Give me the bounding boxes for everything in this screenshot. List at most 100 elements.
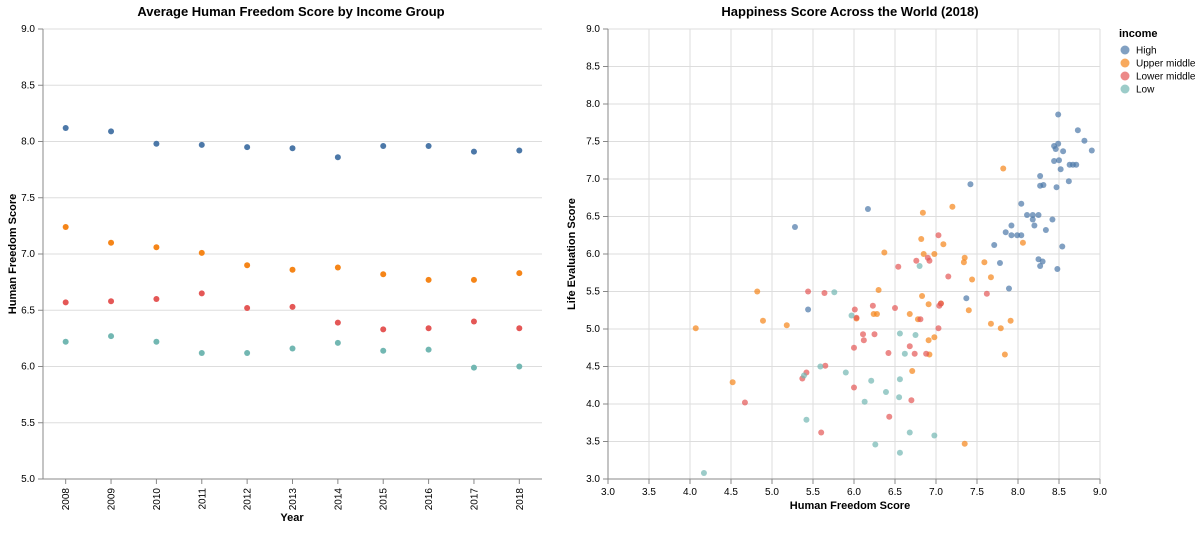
right-chart-title: Happiness Score Across the World (2018)	[721, 4, 978, 19]
right-point-lower-middle	[741, 399, 748, 406]
left-x-tick-label: 2008	[61, 488, 72, 511]
right-point-low	[916, 263, 923, 269]
left-point-lower-middle	[289, 303, 296, 310]
right-point-high	[1073, 161, 1080, 168]
right-point-upper-middle	[1007, 317, 1014, 324]
right-point-high	[1042, 227, 1049, 233]
left-x-tick-label: 2013	[288, 488, 299, 511]
right-x-tick-label: 7.5	[970, 487, 984, 498]
right-point-upper-middle	[873, 311, 880, 317]
right-point-low	[872, 441, 879, 448]
left-point-upper-middle	[244, 262, 251, 269]
right-point-low	[931, 432, 938, 439]
right-point-upper-middle	[692, 325, 699, 332]
right-point-high	[1031, 222, 1038, 229]
left-point-upper-middle	[198, 249, 205, 256]
left-point-low	[516, 363, 523, 370]
left-point-low	[244, 350, 251, 356]
right-point-low	[896, 330, 903, 337]
legend-swatch-low	[1120, 84, 1130, 94]
right-y-tick-label: 7.5	[586, 137, 600, 148]
left-point-lower-middle	[244, 305, 251, 311]
right-point-low	[912, 332, 919, 338]
right-point-lower-middle	[945, 273, 952, 280]
right-point-high	[1024, 212, 1031, 218]
right-y-tick-label: 3.0	[586, 474, 600, 485]
right-point-lower-middle	[851, 384, 857, 391]
left-point-high	[62, 125, 69, 131]
left-y-tick-label: 5.5	[21, 418, 35, 429]
right-point-high	[1081, 137, 1088, 144]
left-point-low	[425, 346, 432, 353]
right-point-lower-middle	[911, 350, 918, 357]
right-x-tick-label: 3.5	[642, 487, 656, 498]
right-point-high	[1029, 216, 1036, 223]
left-point-upper-middle	[108, 239, 115, 246]
left-y-tick-label: 7.0	[21, 249, 35, 260]
left-x-axis: 2008 2009 2010 2011 2012 2013 2014 2015 2016 2017…	[43, 478, 542, 511]
left-point-upper-middle	[470, 276, 477, 283]
left-x-tick-label: 2016	[424, 488, 435, 511]
right-point-high	[1018, 200, 1025, 207]
right-point-high	[996, 260, 1003, 266]
left-y-tick-label: 8.0	[21, 137, 35, 148]
right-point-high	[1056, 157, 1062, 164]
right-point-high	[805, 306, 812, 313]
left-point-upper-middle	[425, 276, 432, 283]
right-point-lower-middle	[860, 337, 867, 344]
left-x-tick-label: 2010	[152, 488, 163, 511]
right-point-low	[882, 389, 889, 395]
right-point-upper-middle	[906, 311, 913, 317]
left-point-low	[334, 339, 341, 346]
left-y-tick-label: 6.0	[21, 362, 35, 373]
left-x-tick-label: 2014	[333, 488, 344, 511]
right-point-high	[1037, 173, 1044, 179]
right-point-lower-middle	[892, 305, 898, 311]
right-point-lower-middle	[886, 413, 893, 420]
left-x-tick-label: 2018	[515, 488, 526, 511]
right-y-tick-label: 3.5	[586, 437, 600, 448]
left-chart-title: Average Human Freedom Score by Income Gr…	[137, 4, 444, 19]
right-point-lower-middle	[937, 300, 944, 307]
right-point-lower-middle	[851, 344, 857, 351]
right-point-upper-middle	[919, 209, 926, 216]
left-point-upper-middle	[62, 224, 69, 230]
right-point-lower-middle	[935, 232, 942, 239]
right-point-lower-middle	[853, 314, 860, 321]
right-point-lower-middle	[895, 263, 902, 270]
freedom-by-income-chart: Average Human Freedom Score by Income Gr…	[7, 4, 542, 524]
right-x-tick-label: 3.0	[601, 487, 615, 498]
right-point-low	[831, 289, 838, 296]
left-x-tick-label: 2012	[243, 488, 254, 511]
right-point-high	[963, 295, 970, 302]
left-point-lower-middle	[108, 298, 115, 305]
right-point-upper-middle	[1019, 239, 1026, 246]
right-point-high	[967, 181, 974, 188]
right-point-low	[700, 470, 707, 476]
right-point-lower-middle	[906, 343, 913, 350]
right-y-tick-label: 4.0	[586, 399, 600, 410]
right-point-high	[1088, 147, 1095, 154]
left-point-lower-middle	[425, 325, 432, 332]
right-y-tick-label: 7.0	[586, 174, 600, 185]
left-point-upper-middle	[380, 271, 387, 278]
left-x-tick-label: 2015	[379, 488, 390, 511]
left-point-high	[516, 147, 523, 154]
right-point-upper-middle	[981, 259, 988, 266]
right-point-high	[1005, 285, 1012, 292]
left-y-tick-label: 7.5	[21, 193, 35, 204]
right-y-tick-label: 8.0	[586, 99, 600, 110]
right-y-tick-label: 6.5	[586, 212, 600, 223]
right-point-high	[1055, 111, 1062, 118]
right-point-low	[861, 398, 868, 405]
right-point-upper-middle	[759, 317, 766, 324]
right-point-lower-middle	[926, 257, 933, 264]
right-point-low	[896, 376, 903, 383]
left-point-high	[425, 143, 432, 149]
right-y-axis: 3.0 3.5 4.0 4.5 5.0 5.5 6.0 6.5 7.0 7.5 8.0 8.5 9.0	[586, 24, 609, 485]
right-point-lower-middle	[983, 290, 990, 297]
left-y-axis: 5.0 5.5 6.0 6.5 7.0 7.5 8.0 8.5 9.0	[21, 24, 44, 485]
legend-swatch-lower-middle	[1120, 71, 1130, 81]
right-point-high	[1018, 232, 1025, 239]
right-point-high	[1008, 232, 1015, 239]
